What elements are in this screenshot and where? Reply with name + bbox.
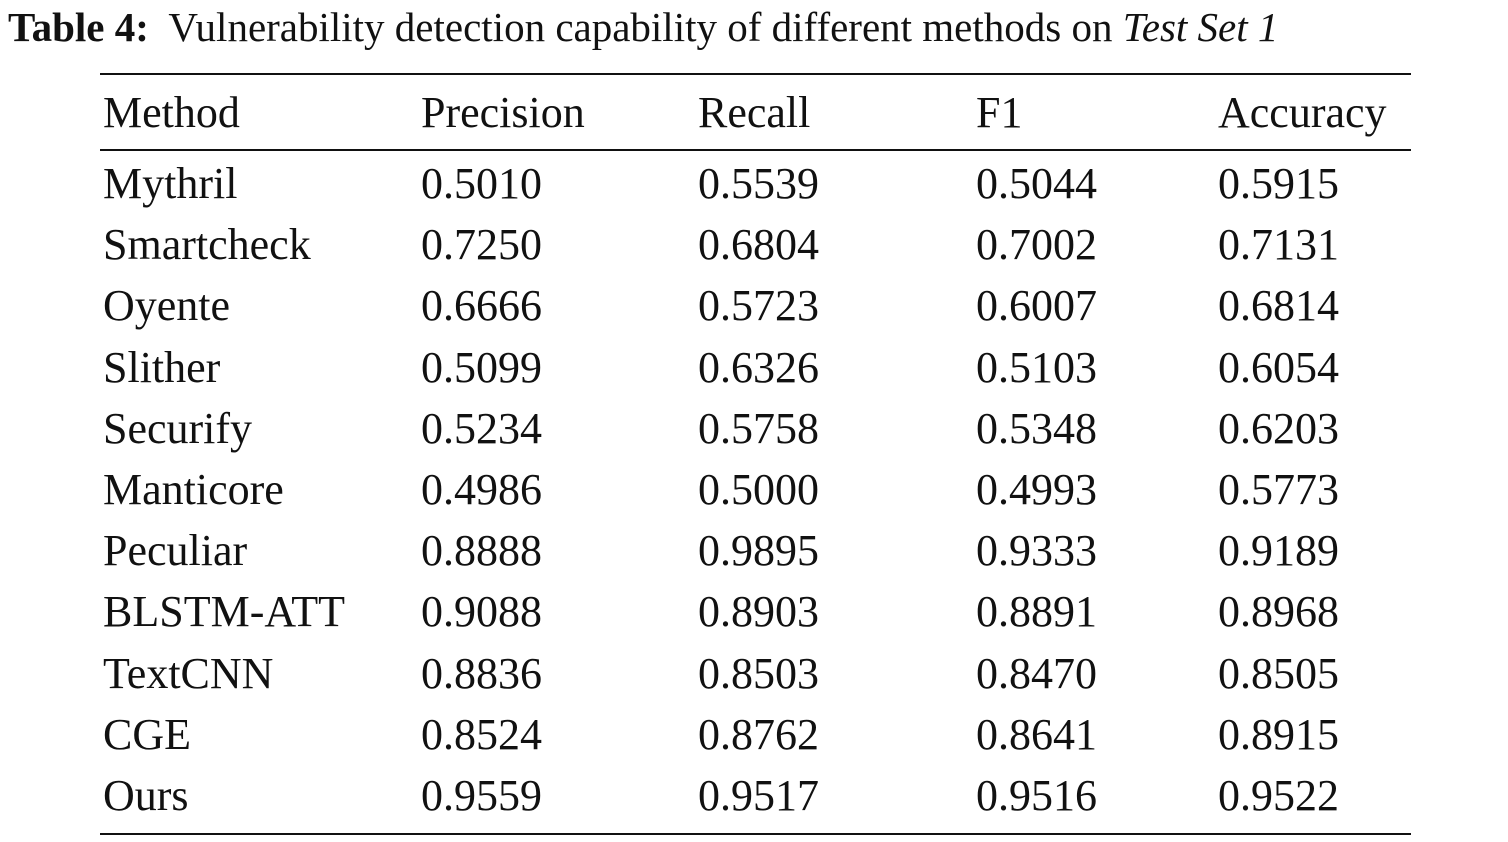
accuracy-cell: 0.6054	[1218, 342, 1339, 392]
results-table: Method Precision Recall F1 Accuracy Myth…	[100, 75, 1411, 826]
column-header-precision: Precision	[421, 87, 585, 137]
f1-cell: 0.5103	[976, 342, 1097, 392]
f1-cell: 0.8891	[976, 587, 1097, 637]
table-row: Ours 0.9559 0.9517 0.9516 0.9522	[100, 765, 1411, 826]
f1-cell: 0.8470	[976, 648, 1097, 698]
table-top-rule	[100, 73, 1411, 75]
table-caption-text: Vulnerability detection capability of di…	[168, 4, 1113, 50]
f1-cell: 0.9516	[976, 770, 1097, 820]
f1-cell: 0.6007	[976, 281, 1097, 331]
table-row: Slither 0.5099 0.6326 0.5103 0.6054	[100, 337, 1411, 398]
recall-cell: 0.9517	[698, 770, 819, 820]
precision-cell: 0.7250	[421, 220, 542, 270]
f1-cell: 0.4993	[976, 465, 1097, 515]
table-caption-label: Table 4:	[8, 4, 149, 50]
column-header-accuracy: Accuracy	[1218, 87, 1387, 137]
table-bottom-rule	[100, 833, 1411, 835]
accuracy-cell: 0.6814	[1218, 281, 1339, 331]
method-cell: Securify	[103, 403, 253, 453]
table-row: Manticore 0.4986 0.5000 0.4993 0.5773	[100, 459, 1411, 520]
method-cell: TextCNN	[103, 648, 274, 698]
f1-cell: 0.9333	[976, 526, 1097, 576]
method-cell: Mythril	[103, 159, 238, 209]
f1-cell: 0.8641	[976, 709, 1097, 759]
recall-cell: 0.9895	[698, 526, 819, 576]
table-row: CGE 0.8524 0.8762 0.8641 0.8915	[100, 704, 1411, 765]
accuracy-cell: 0.9522	[1218, 770, 1339, 820]
recall-cell: 0.5758	[698, 403, 819, 453]
method-cell: Slither	[103, 342, 221, 392]
recall-cell: 0.5000	[698, 465, 819, 515]
table-header-row: Method Precision Recall F1 Accuracy	[100, 75, 1411, 149]
f1-cell: 0.5348	[976, 403, 1097, 453]
table-row: BLSTM-ATT 0.9088 0.8903 0.8891 0.8968	[100, 581, 1411, 642]
accuracy-cell: 0.8505	[1218, 648, 1339, 698]
precision-cell: 0.5010	[421, 159, 542, 209]
precision-cell: 0.5234	[421, 403, 542, 453]
method-cell: Oyente	[103, 281, 231, 331]
accuracy-cell: 0.6203	[1218, 403, 1339, 453]
f1-cell: 0.7002	[976, 220, 1097, 270]
accuracy-cell: 0.8968	[1218, 587, 1339, 637]
precision-cell: 0.8524	[421, 709, 542, 759]
method-cell: BLSTM-ATT	[103, 587, 345, 637]
recall-cell: 0.8903	[698, 587, 819, 637]
precision-cell: 0.5099	[421, 342, 542, 392]
recall-cell: 0.5539	[698, 159, 819, 209]
f1-cell: 0.5044	[976, 159, 1097, 209]
table-row: Securify 0.5234 0.5758 0.5348 0.6203	[100, 398, 1411, 459]
table-caption-dataset: Test Set 1	[1122, 4, 1279, 50]
table-row: Oyente 0.6666 0.5723 0.6007 0.6814	[100, 275, 1411, 336]
precision-cell: 0.9088	[421, 587, 542, 637]
precision-cell: 0.8836	[421, 648, 542, 698]
accuracy-cell: 0.9189	[1218, 526, 1339, 576]
recall-cell: 0.6326	[698, 342, 819, 392]
table-row: Mythril 0.5010 0.5539 0.5044 0.5915	[100, 149, 1411, 214]
recall-cell: 0.5723	[698, 281, 819, 331]
precision-cell: 0.9559	[421, 770, 542, 820]
method-cell: Smartcheck	[103, 220, 311, 270]
column-header-method: Method	[103, 87, 240, 137]
table-row: Smartcheck 0.7250 0.6804 0.7002 0.7131	[100, 214, 1411, 275]
accuracy-cell: 0.7131	[1218, 220, 1339, 270]
table-row: Peculiar 0.8888 0.9895 0.9333 0.9189	[100, 520, 1411, 581]
table-header-rule	[100, 149, 1411, 151]
precision-cell: 0.8888	[421, 526, 542, 576]
column-header-f1: F1	[976, 87, 1023, 137]
accuracy-cell: 0.8915	[1218, 709, 1339, 759]
precision-cell: 0.6666	[421, 281, 542, 331]
precision-cell: 0.4986	[421, 465, 542, 515]
method-cell: Peculiar	[103, 526, 248, 576]
table-row: TextCNN 0.8836 0.8503 0.8470 0.8505	[100, 643, 1411, 704]
table-caption: Table 4: Vulnerability detection capabil…	[8, 2, 1508, 52]
recall-cell: 0.8503	[698, 648, 819, 698]
method-cell: Ours	[103, 770, 189, 820]
column-header-recall: Recall	[698, 87, 811, 137]
method-cell: CGE	[103, 709, 191, 759]
recall-cell: 0.8762	[698, 709, 819, 759]
recall-cell: 0.6804	[698, 220, 819, 270]
accuracy-cell: 0.5915	[1218, 159, 1339, 209]
method-cell: Manticore	[103, 465, 284, 515]
accuracy-cell: 0.5773	[1218, 465, 1339, 515]
